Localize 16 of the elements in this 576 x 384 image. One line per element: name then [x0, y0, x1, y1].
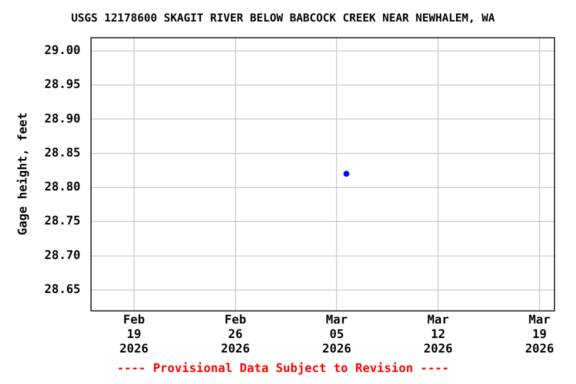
- chart-title: USGS 12178600 SKAGIT RIVER BELOW BABCOCK CREEK NEAR NEWHALEM, WA: [71, 11, 496, 24]
- x-tick-label: Feb 19 2026: [120, 312, 148, 356]
- y-tick-label: 28.80: [44, 180, 81, 194]
- x-tick-label: Mar 05 2026: [322, 312, 352, 356]
- y-tick-label: 28.90: [44, 111, 81, 126]
- y-tick-label: 29.00: [44, 42, 81, 57]
- text: ---- Provisional Data Subject to Revision ----: [116, 360, 450, 375]
- y-tick-label: 28.95: [44, 77, 81, 92]
- y-tick-label: 28.75: [44, 214, 81, 228]
- x-tick-label: Mar 19 2026: [525, 312, 554, 356]
- x-tick-label: Feb 26 2026: [220, 312, 250, 356]
- y-tick-label: 28.70: [44, 248, 81, 262]
- y-tick-label: 28.85: [44, 145, 81, 160]
- x-tick-label: Mar 12 2026: [424, 312, 453, 356]
- y-axis-title: Gage height, feet: [15, 112, 30, 236]
- y-tick-label: 28.65: [44, 282, 81, 296]
